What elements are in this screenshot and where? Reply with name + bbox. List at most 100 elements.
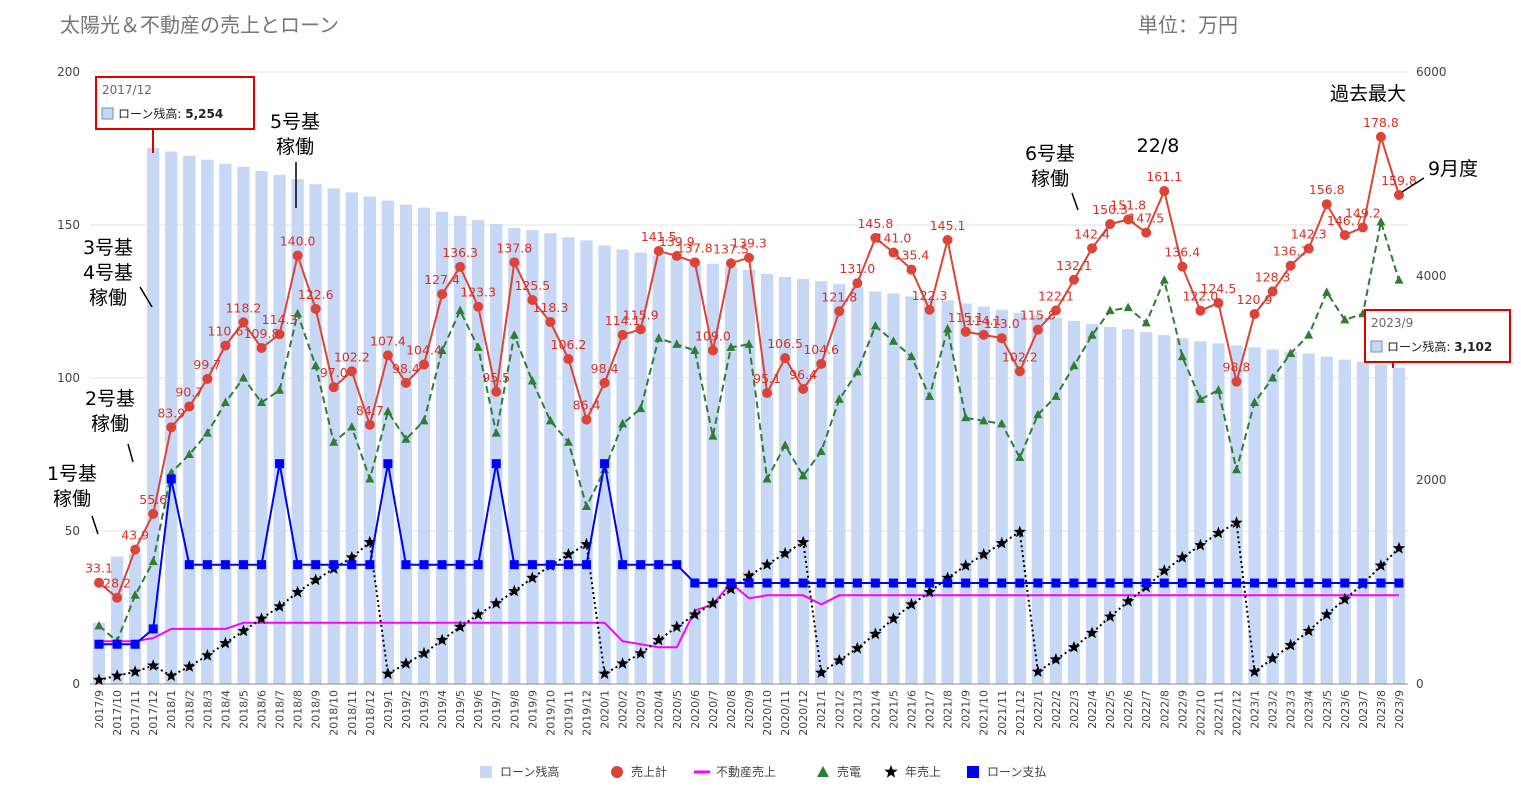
power-sales-point — [527, 376, 537, 385]
legend-item[interactable]: 不動産売上 — [694, 764, 776, 779]
total-sales-point — [870, 232, 881, 243]
x-tick-label: 2020/2 — [617, 690, 630, 729]
annual-sales-point — [706, 596, 720, 609]
loan-payment-point — [1015, 578, 1025, 588]
total-sales-point — [707, 345, 718, 356]
total-sales-data-label: 118.3 — [532, 300, 568, 315]
power-sales-point — [419, 415, 429, 425]
total-sales-point — [1321, 199, 1332, 210]
annual-sales-point — [670, 620, 683, 633]
loan-payment-point — [816, 578, 826, 588]
total-sales-data-label: 102.2 — [1002, 349, 1038, 364]
legend-item[interactable]: 売上計 — [611, 764, 667, 779]
power-sales-point — [473, 342, 483, 351]
total-sales-data-label: 107.4 — [370, 333, 406, 348]
y-left-tick-label: 0 — [72, 677, 80, 691]
loan-payment-point — [654, 560, 664, 570]
power-sales-point — [1250, 397, 1260, 406]
annotation-unit1: 稼働 — [53, 488, 91, 510]
x-tick-label: 2018/10 — [328, 690, 341, 736]
total-sales-point — [1177, 261, 1188, 272]
x-tick-label: 2022/8 — [1158, 690, 1171, 729]
loan-balance-bar — [1230, 345, 1243, 684]
annual-sales-point — [472, 608, 485, 620]
total-sales-data-label: 115.8 — [1020, 308, 1056, 323]
total-sales-point — [852, 278, 863, 289]
loan-payment-point — [563, 560, 573, 570]
total-sales-point — [942, 234, 953, 245]
annual-sales-point — [1248, 665, 1261, 677]
power-sales-point — [563, 437, 573, 446]
legend-label: 不動産売上 — [716, 764, 776, 779]
loan-payment-point — [726, 578, 736, 588]
tooltip-period: 2017/12 — [102, 83, 152, 97]
annual-sales-point — [309, 573, 322, 586]
loan-payment-point — [545, 560, 555, 570]
x-tick-label: 2017/10 — [111, 690, 124, 736]
x-tick-label: 2022/11 — [1212, 690, 1225, 736]
loan-balance-bar — [1302, 353, 1315, 684]
x-tick-label: 2019/4 — [436, 690, 449, 729]
loan-payment-point — [1213, 578, 1223, 588]
loan-balance-bar — [1392, 367, 1406, 684]
loan-balance-bar — [652, 255, 665, 684]
loan-payment-point — [1087, 578, 1097, 588]
total-sales-data-label: 122.3 — [912, 288, 948, 303]
unit-label: 単位：万円 — [1138, 13, 1238, 37]
total-sales-data-label: 141.0 — [876, 231, 912, 246]
total-sales-data-label: 114.3 — [262, 312, 298, 327]
x-tick-label: 2019/6 — [472, 690, 485, 729]
x-tick-label: 2018/5 — [237, 690, 250, 729]
annual-sales-point — [797, 535, 810, 548]
annual-sales-point — [1085, 626, 1099, 639]
legend-swatch — [884, 765, 898, 778]
total-sales-data-label: 137.5 — [713, 241, 749, 256]
x-tick-label: 2021/4 — [869, 690, 882, 729]
annual-sales-point — [435, 633, 449, 646]
total-sales-data-label: 84.7 — [356, 403, 384, 418]
legend-item[interactable]: 売電 — [817, 764, 861, 779]
legend-item[interactable]: ローン支払 — [967, 765, 1046, 779]
total-sales-data-label: 43.9 — [121, 528, 149, 543]
power-sales-point — [1304, 330, 1314, 339]
total-sales-point — [437, 289, 448, 300]
loan-payment-point — [636, 560, 646, 570]
legend[interactable]: ローン残高 売上計 不動産売上 売電 年売上 ローン支払 — [480, 764, 1046, 779]
x-tick-label: 2021/12 — [1014, 690, 1027, 736]
loan-balance-bar — [1031, 314, 1045, 684]
total-sales-data-label: 135.4 — [894, 248, 930, 263]
total-sales-point — [1087, 243, 1098, 254]
loan-payment-point — [1231, 578, 1241, 588]
loan-balance-bar — [255, 170, 268, 684]
total-sales-data-label: 86.4 — [573, 398, 601, 413]
loan-payment-point — [1358, 578, 1368, 588]
loan-balance-bar — [291, 179, 304, 684]
power-sales-point — [744, 339, 754, 348]
power-sales-point — [1231, 464, 1241, 474]
power-sales-point — [1322, 287, 1332, 296]
tooltip-box — [1364, 309, 1511, 363]
x-tick-label: 2019/2 — [400, 690, 413, 729]
total-sales-data-label: 149.2 — [1345, 205, 1381, 220]
total-sales-data-label: 136.7 — [1273, 244, 1309, 259]
power-sales-point — [130, 590, 140, 599]
loan-payment-point — [509, 560, 519, 570]
total-sales-point — [1141, 227, 1152, 238]
power-sales-point — [383, 406, 393, 416]
legend-item[interactable]: 年売上 — [884, 764, 941, 779]
total-sales-point — [1050, 305, 1061, 316]
total-sales-point — [202, 373, 213, 384]
x-tick-label: 2018/3 — [201, 690, 214, 729]
total-sales-data-label: 114.1 — [605, 313, 641, 328]
power-sales-point — [834, 394, 844, 403]
power-sales-point — [347, 421, 357, 431]
x-tick-label: 2020/11 — [779, 690, 792, 736]
power-sales-point — [997, 418, 1007, 428]
power-sales-point — [1268, 373, 1278, 382]
legend-item[interactable]: ローン残高 — [480, 764, 559, 779]
loan-payment-point — [257, 560, 267, 570]
loan-balance-bar — [995, 309, 1008, 684]
loan-payment-point — [347, 560, 357, 570]
annotation-unit5: 稼働 — [276, 136, 314, 158]
